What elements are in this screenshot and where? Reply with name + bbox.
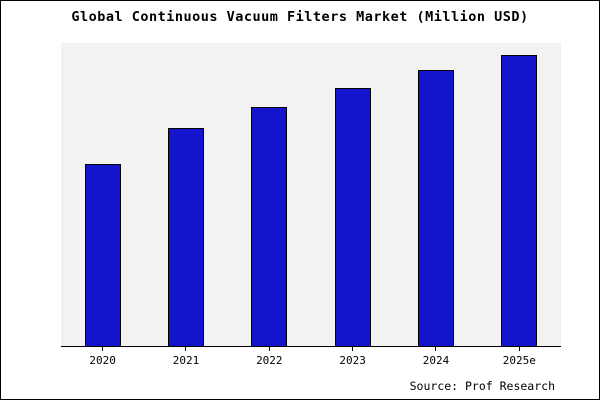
bar-2025e	[501, 55, 538, 346]
x-tick-label: 2021	[172, 354, 200, 367]
x-tick-label: 2025e	[502, 354, 536, 367]
x-tick-label: 2023	[339, 354, 366, 367]
x-tick-label: 2022	[256, 354, 283, 367]
bar-2024	[417, 70, 454, 346]
x-tick-2024: 2024	[394, 347, 477, 367]
tick-mark	[102, 347, 104, 351]
x-tick-2025e: 2025e	[478, 347, 561, 367]
source-note: Source: Prof Research	[409, 379, 555, 393]
x-tick-2021: 2021	[144, 347, 227, 367]
x-tick-2022: 2022	[228, 347, 311, 367]
x-tick-label: 2024	[422, 354, 450, 367]
x-tick-label: 2020	[89, 354, 116, 367]
x-tick-2023: 2023	[311, 347, 394, 367]
tick-mark	[268, 347, 270, 351]
bar-2021	[167, 127, 204, 346]
bar-2022	[251, 106, 288, 346]
plot-area	[61, 43, 561, 347]
tick-mark	[518, 347, 520, 351]
bar-2023	[334, 88, 371, 346]
tick-mark	[185, 347, 187, 351]
chart-title: Global Continuous Vacuum Filters Market …	[71, 9, 529, 25]
bar-2020	[84, 164, 121, 346]
tick-mark	[435, 347, 437, 351]
x-axis: 2020 2021 2022 2023 2024 2025e	[61, 347, 561, 367]
bars-container	[61, 43, 561, 346]
x-tick-2020: 2020	[61, 347, 144, 367]
tick-mark	[352, 347, 354, 351]
